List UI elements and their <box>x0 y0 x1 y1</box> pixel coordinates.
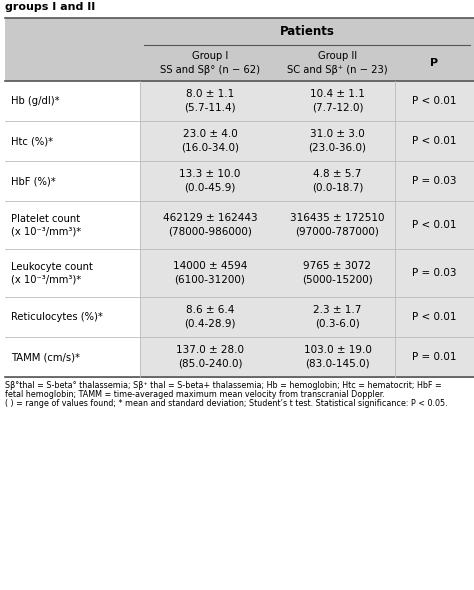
Bar <box>280 161 395 201</box>
Bar <box>5 337 140 377</box>
Text: 462129 ± 162443
(78000-986000): 462129 ± 162443 (78000-986000) <box>163 214 257 237</box>
Bar <box>140 201 280 249</box>
Text: P = 0.03: P = 0.03 <box>412 176 457 186</box>
Bar <box>280 121 395 161</box>
Bar <box>280 297 395 337</box>
Text: Platelet count
(x 10⁻³/mm³)*: Platelet count (x 10⁻³/mm³)* <box>11 214 81 236</box>
Bar <box>395 121 474 161</box>
Bar <box>5 45 140 81</box>
Text: 9765 ± 3072
(5000-15200): 9765 ± 3072 (5000-15200) <box>302 261 373 284</box>
Bar <box>140 249 280 297</box>
Text: HbF (%)*: HbF (%)* <box>11 176 56 186</box>
Text: 23.0 ± 4.0
(16.0-34.0): 23.0 ± 4.0 (16.0-34.0) <box>181 129 239 153</box>
Bar <box>280 81 395 121</box>
Bar <box>140 337 280 377</box>
Bar <box>280 337 395 377</box>
Text: groups I and II: groups I and II <box>5 2 95 12</box>
Bar <box>5 249 140 297</box>
Bar <box>395 161 474 201</box>
Text: 13.3 ± 10.0
(0.0-45.9): 13.3 ± 10.0 (0.0-45.9) <box>179 169 241 192</box>
Text: P < 0.01: P < 0.01 <box>412 220 457 230</box>
Text: P = 0.01: P = 0.01 <box>412 352 457 362</box>
Text: ( ) = range of values found; * mean and standard deviation; Student’s t test. St: ( ) = range of values found; * mean and … <box>5 399 447 408</box>
Bar <box>395 249 474 297</box>
Text: Sβ°thal = S-beta° thalassemia; Sβ⁺ thal = S-beta+ thalassemia; Hb = hemoglobin; : Sβ°thal = S-beta° thalassemia; Sβ⁺ thal … <box>5 381 442 390</box>
Bar <box>395 201 474 249</box>
Text: 31.0 ± 3.0
(23.0-36.0): 31.0 ± 3.0 (23.0-36.0) <box>309 129 366 153</box>
Text: 14000 ± 4594
(6100-31200): 14000 ± 4594 (6100-31200) <box>173 261 247 284</box>
Bar <box>140 45 280 81</box>
Text: 103.0 ± 19.0
(83.0-145.0): 103.0 ± 19.0 (83.0-145.0) <box>303 345 372 369</box>
Text: TAMM (cm/s)*: TAMM (cm/s)* <box>11 352 80 362</box>
Text: 316435 ± 172510
(97000-787000): 316435 ± 172510 (97000-787000) <box>290 214 385 237</box>
Text: 4.8 ± 5.7
(0.0-18.7): 4.8 ± 5.7 (0.0-18.7) <box>312 169 363 192</box>
Bar <box>395 297 474 337</box>
Bar <box>140 297 280 337</box>
Bar <box>395 45 474 81</box>
Bar <box>5 161 140 201</box>
Text: 2.3 ± 1.7
(0.3-6.0): 2.3 ± 1.7 (0.3-6.0) <box>313 306 362 329</box>
Bar <box>5 18 474 45</box>
Text: 10.4 ± 1.1
(7.7-12.0): 10.4 ± 1.1 (7.7-12.0) <box>310 90 365 113</box>
Text: Hb (g/dl)*: Hb (g/dl)* <box>11 96 60 106</box>
Text: P < 0.01: P < 0.01 <box>412 96 457 106</box>
Text: P: P <box>430 58 438 68</box>
Text: 8.6 ± 6.4
(0.4-28.9): 8.6 ± 6.4 (0.4-28.9) <box>184 306 236 329</box>
Bar <box>140 81 280 121</box>
Bar <box>140 121 280 161</box>
Bar <box>280 45 395 81</box>
Text: 137.0 ± 28.0
(85.0-240.0): 137.0 ± 28.0 (85.0-240.0) <box>176 345 244 369</box>
Bar <box>5 201 140 249</box>
Bar <box>5 81 140 121</box>
Text: Group I
SS and Sβ° (n − 62): Group I SS and Sβ° (n − 62) <box>160 51 260 74</box>
Bar <box>5 297 140 337</box>
Bar <box>395 81 474 121</box>
Text: Reticulocytes (%)*: Reticulocytes (%)* <box>11 312 103 322</box>
Text: P < 0.01: P < 0.01 <box>412 136 457 146</box>
Bar <box>5 121 140 161</box>
Text: 8.0 ± 1.1
(5.7-11.4): 8.0 ± 1.1 (5.7-11.4) <box>184 90 236 113</box>
Bar <box>280 201 395 249</box>
Text: Group II
SC and Sβ⁺ (n − 23): Group II SC and Sβ⁺ (n − 23) <box>287 51 388 74</box>
Bar <box>140 161 280 201</box>
Bar <box>395 337 474 377</box>
Bar <box>280 249 395 297</box>
Text: fetal hemoglobin; TAMM = time-averaged maximum mean velocity from transcranial D: fetal hemoglobin; TAMM = time-averaged m… <box>5 390 385 399</box>
Text: Patients: Patients <box>280 25 335 38</box>
Text: P = 0.03: P = 0.03 <box>412 268 457 278</box>
Text: P < 0.01: P < 0.01 <box>412 312 457 322</box>
Text: Leukocyte count
(x 10⁻³/mm³)*: Leukocyte count (x 10⁻³/mm³)* <box>11 262 93 284</box>
Text: Htc (%)*: Htc (%)* <box>11 136 53 146</box>
